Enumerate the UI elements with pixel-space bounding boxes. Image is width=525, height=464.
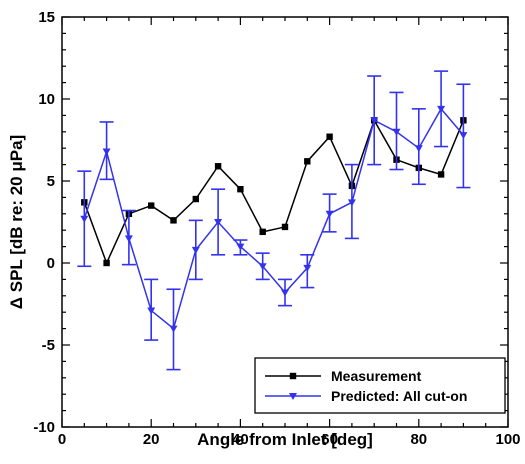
legend: Measurement Predicted: All cut-on xyxy=(254,357,506,414)
data-point xyxy=(392,128,401,136)
data-point xyxy=(191,246,200,254)
legend-marker xyxy=(289,393,297,400)
legend-label: Measurement xyxy=(331,368,422,384)
data-point xyxy=(281,289,289,297)
y-tick-label: -10 xyxy=(33,419,55,436)
data-point xyxy=(437,171,445,178)
data-point xyxy=(80,215,89,223)
legend-label: Predicted: All cut-on xyxy=(331,388,467,404)
x-axis: 0 20 40 60 80 100 xyxy=(58,17,521,448)
data-point xyxy=(304,158,311,165)
data-point xyxy=(325,210,334,218)
x-tick-label: 40 xyxy=(232,431,249,448)
data-point xyxy=(169,325,178,333)
y-axis: -10 -5 0 5 10 15 xyxy=(33,9,508,436)
data-point xyxy=(303,264,312,272)
data-point xyxy=(236,243,245,251)
data-point xyxy=(259,228,266,236)
data-point xyxy=(147,307,156,315)
data-point xyxy=(124,235,133,243)
series-2 xyxy=(77,70,471,371)
x-tick-label: 20 xyxy=(143,431,160,448)
data-point xyxy=(347,199,356,207)
data-point xyxy=(214,163,222,170)
x-tick-label: 0 xyxy=(58,431,66,448)
x-tick-label: 80 xyxy=(410,431,427,448)
legend-marker xyxy=(289,372,297,380)
x-tick-label: 100 xyxy=(495,431,520,448)
y-tick-label: 15 xyxy=(38,9,55,26)
legend-box xyxy=(254,357,506,414)
data-point xyxy=(214,219,223,226)
y-tick-label: 10 xyxy=(38,91,55,108)
data-point xyxy=(170,217,177,224)
data-point xyxy=(192,195,199,203)
data-point xyxy=(258,263,267,271)
x-axis-title: Angle from Inlet [deg] xyxy=(197,430,373,449)
data-point xyxy=(459,132,468,140)
data-point xyxy=(414,145,423,153)
series-line xyxy=(83,107,464,330)
y-axis-title: Δ SPL [dB re: 20 μPa] xyxy=(7,135,26,309)
x-tick-label: 60 xyxy=(321,431,338,448)
data-point xyxy=(326,133,333,140)
legend-item: Predicted: All cut-on xyxy=(265,388,467,404)
legend-item: Measurement xyxy=(265,368,422,384)
series-layer xyxy=(77,70,471,371)
data-point xyxy=(102,148,111,156)
series-line xyxy=(83,118,465,265)
data-point xyxy=(103,259,110,267)
data-point xyxy=(148,202,155,209)
data-point xyxy=(281,223,289,231)
data-point xyxy=(237,186,244,193)
y-tick-label: 5 xyxy=(47,173,55,190)
y-tick-label: 0 xyxy=(47,255,55,272)
data-point xyxy=(370,117,379,125)
y-tick-label: -5 xyxy=(42,337,55,354)
series-1 xyxy=(81,117,467,267)
data-point xyxy=(437,105,446,113)
